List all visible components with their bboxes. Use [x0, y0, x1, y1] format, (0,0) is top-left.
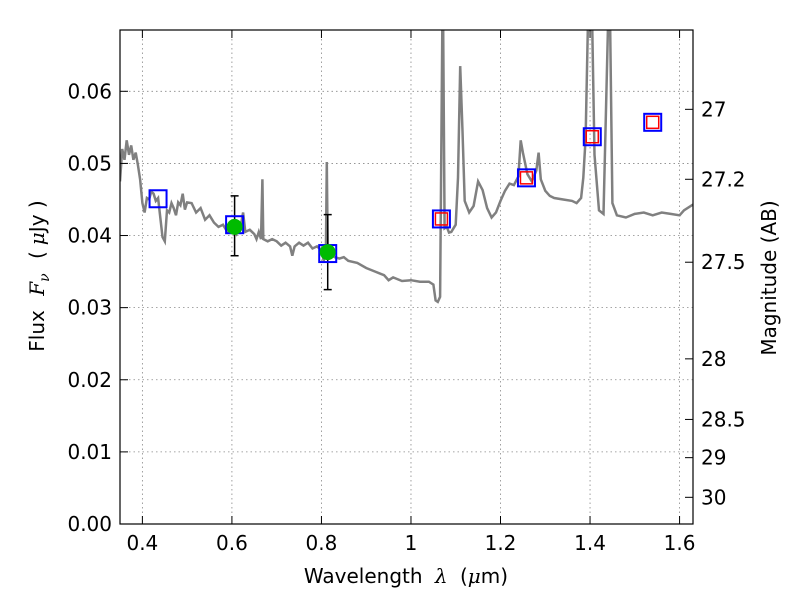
y2-tick-label: 28 [701, 347, 726, 371]
y-tick-label: 0.03 [67, 296, 112, 320]
synthetic-photometry-marker-outer [643, 112, 663, 132]
synthetic-photometry-marker-outer [516, 168, 536, 188]
y2-tick-label: 27.2 [701, 167, 746, 191]
x-tick-label: 1.6 [664, 531, 696, 555]
y2-tick-label: 27.5 [701, 250, 746, 274]
synthetic-photometry-marker [148, 189, 168, 209]
y2-tick-label: 30 [701, 485, 726, 509]
x-tick-label: 1.2 [485, 531, 517, 555]
y-axis-label: Flux Fν (μJy ) [25, 200, 54, 351]
x-tick-label: 0.4 [126, 531, 158, 555]
y-tick-label: 0.05 [67, 151, 112, 175]
synthetic-photometry-marker-inner [645, 115, 660, 130]
x-tick-label: 1 [405, 531, 418, 555]
x-tick-label: 1.4 [574, 531, 606, 555]
y2-tick-label: 27 [701, 97, 726, 121]
synthetic-photometry-marker-inner [519, 171, 534, 185]
model-spectrum-line [120, 30, 693, 304]
axes-frame [119, 29, 694, 525]
x-axis-label: Wavelength λ (μm) [304, 564, 508, 588]
ticks: 0.4 0.6 0.8 1 1.2 1.4 1.6 0.00 0.01 0.02 0.03 0.04 0… [67, 30, 746, 555]
observed-photometry-point [319, 244, 336, 261]
y-tick-label: 0.02 [67, 368, 112, 392]
synthetic-photometry-marker-outer [431, 209, 451, 229]
y-tick-label: 0.01 [67, 440, 112, 464]
y2-tick-label: 29 [701, 446, 726, 470]
x-tick-label: 0.8 [306, 531, 338, 555]
y-tick-label: 0.04 [67, 224, 112, 248]
y-tick-label: 0.06 [67, 79, 112, 103]
y2-axis-label: Magnitude (AB) [757, 200, 781, 355]
synthetic-photometry-marker-inner [585, 129, 600, 144]
synthetic-photometry-marker-outer [582, 127, 602, 147]
y2-tick-label: 28.5 [701, 407, 746, 431]
y-tick-label: 0.00 [67, 512, 112, 536]
plot-area [120, 30, 693, 304]
observed-photometry-point [226, 218, 243, 235]
x-tick-label: 0.6 [216, 531, 248, 555]
synthetic-photometry-marker-inner [434, 212, 449, 226]
